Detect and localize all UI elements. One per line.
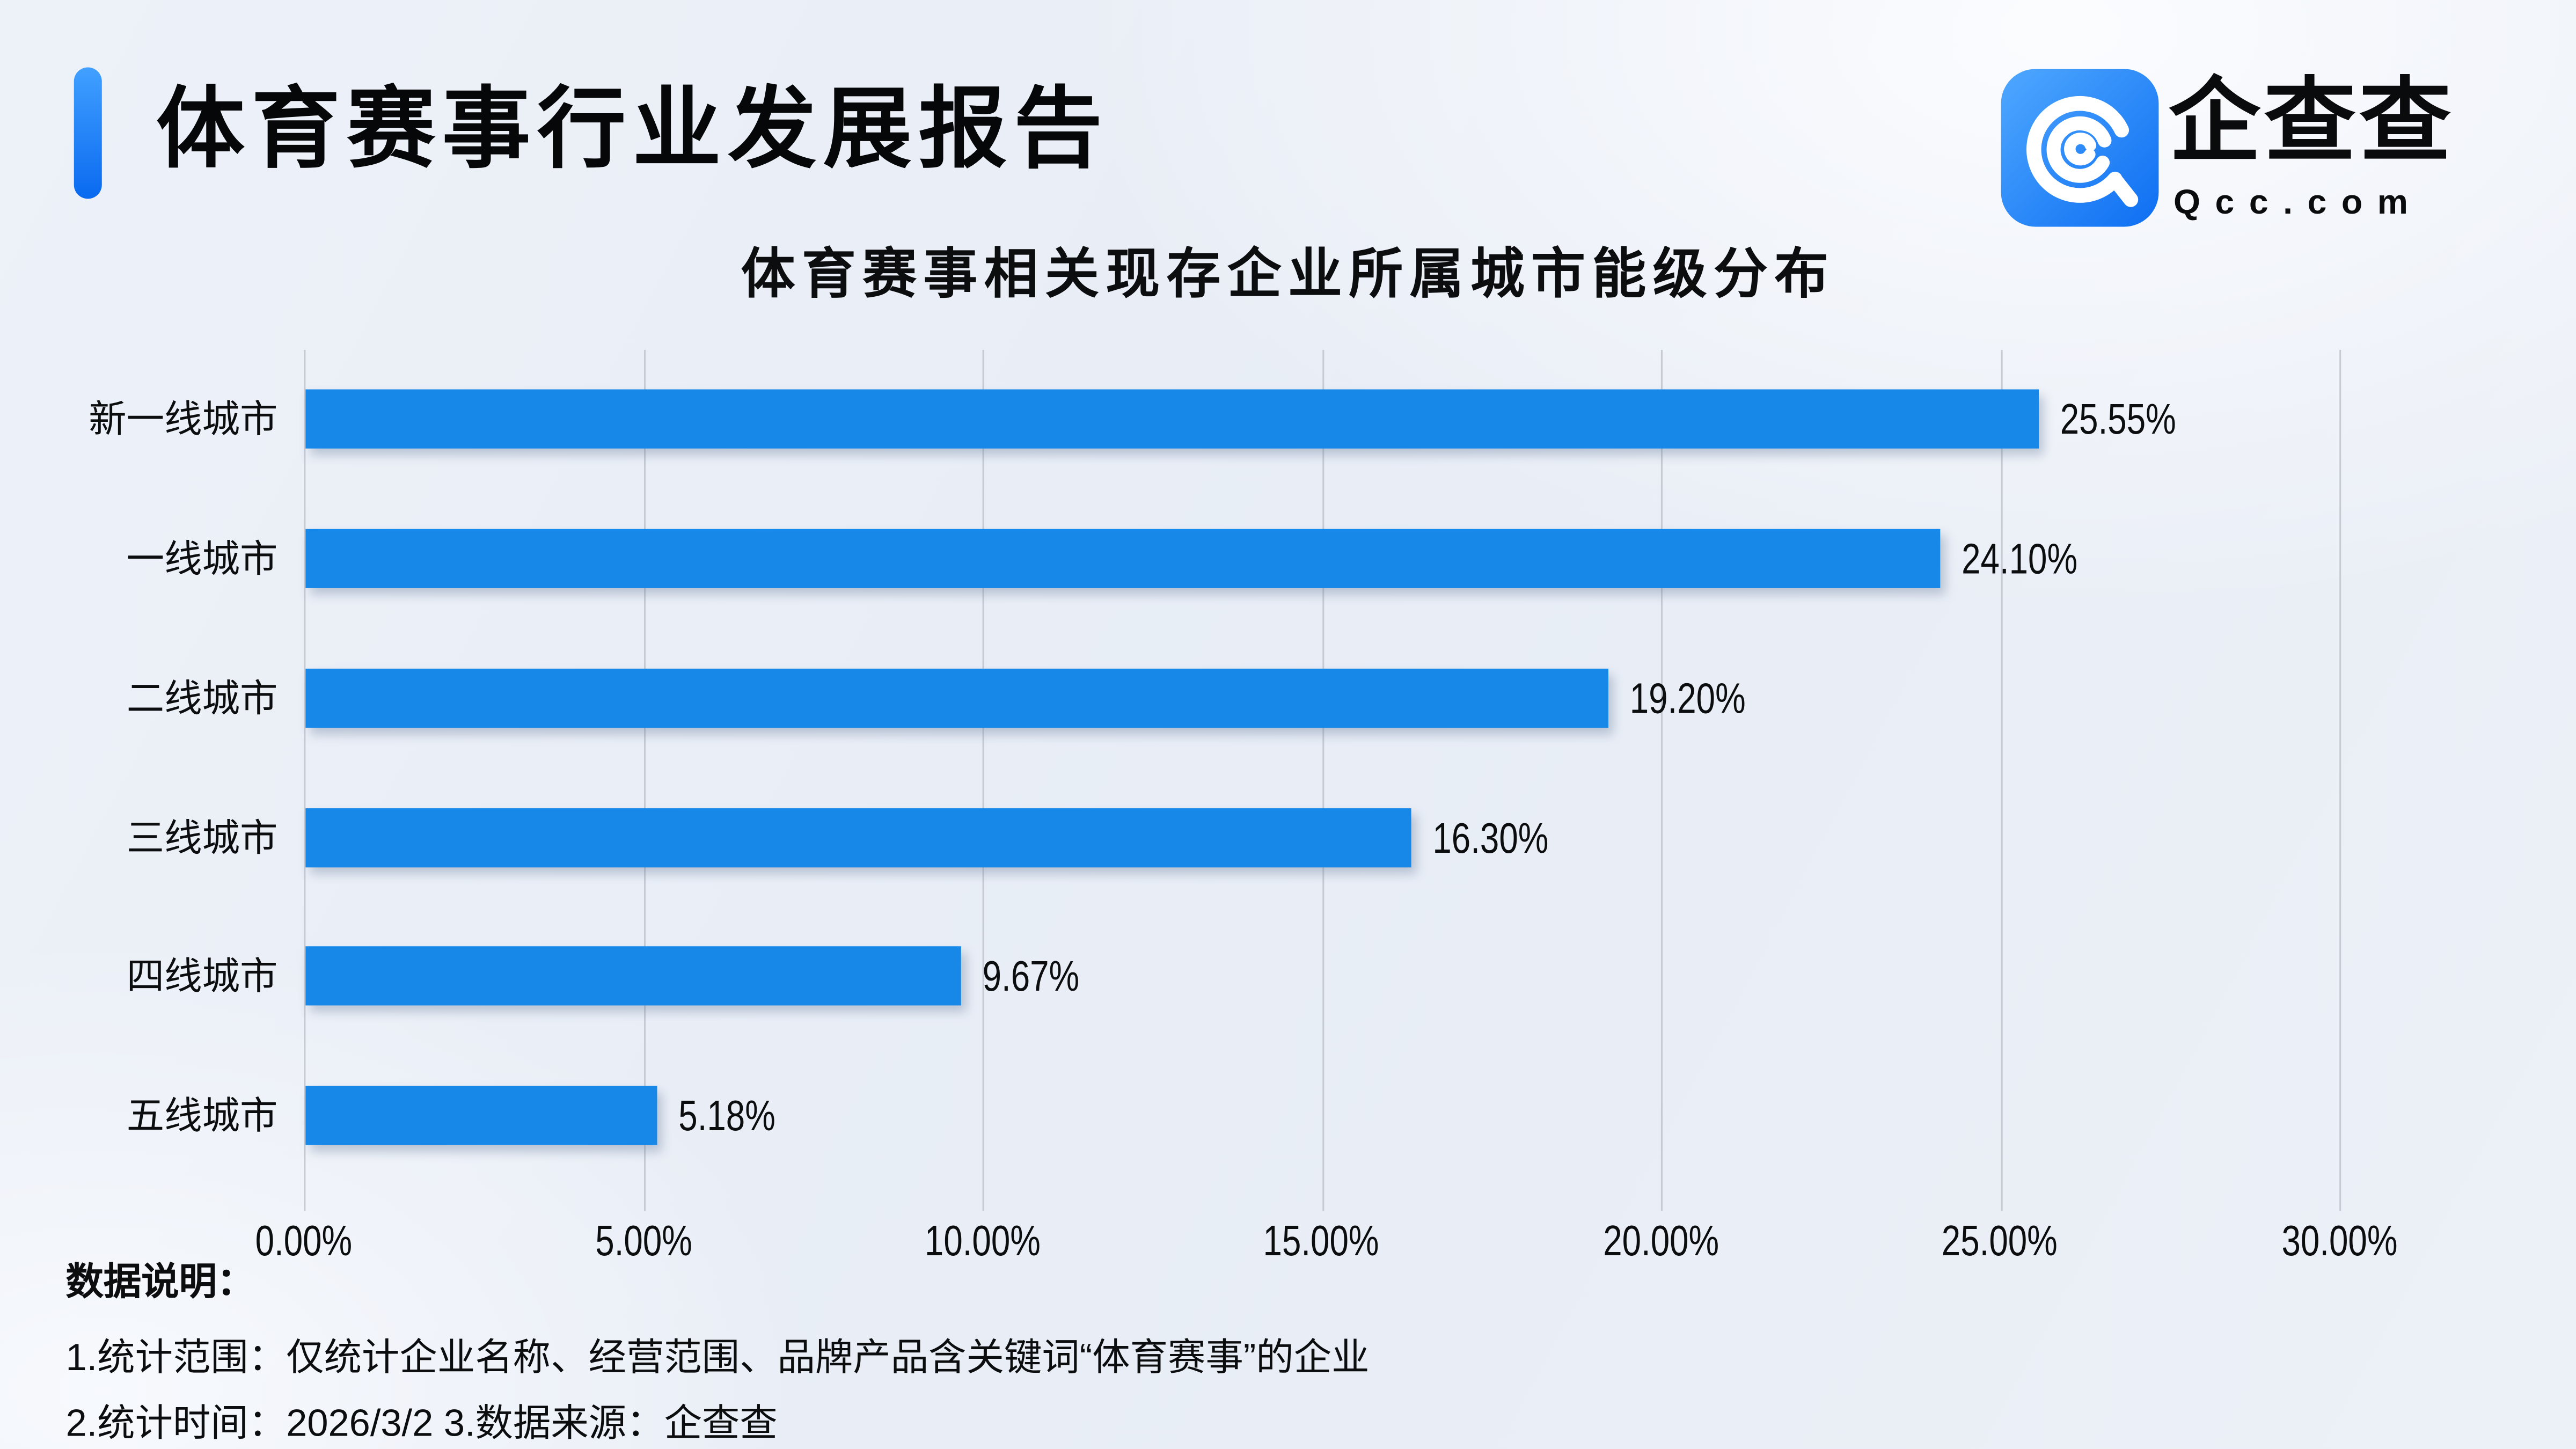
x-axis-tick-text: 15.00% xyxy=(1263,1216,1380,1265)
bar-value-label: 24.10% xyxy=(1962,529,2107,588)
bar-value-text: 25.55% xyxy=(2060,394,2177,444)
gridline xyxy=(1321,350,1323,1211)
bar-value-label: 19.20% xyxy=(1630,668,1775,727)
bar-value-label: 25.55% xyxy=(2060,390,2205,449)
bar-value-text: 19.20% xyxy=(1629,673,1746,723)
x-axis-tick-text: 20.00% xyxy=(1602,1216,1719,1265)
x-axis-tick-label: 0.00% xyxy=(197,1219,411,1262)
title-accent-bar xyxy=(74,67,102,199)
category-label: 一线城市 xyxy=(126,537,278,580)
x-axis-tick-label: 5.00% xyxy=(536,1219,750,1262)
qcc-logo-icon xyxy=(2001,69,2159,227)
category-label: 三线城市 xyxy=(126,816,278,859)
bar-value-text: 5.18% xyxy=(678,1091,775,1141)
bar xyxy=(305,947,962,1006)
brand-domain: Qcc.com xyxy=(2173,184,2423,222)
x-axis-tick-label: 25.00% xyxy=(1893,1219,2107,1262)
bar xyxy=(305,529,1941,588)
brand-name: 企查查 xyxy=(2168,69,2455,173)
bar-value-text: 16.30% xyxy=(1432,813,1549,862)
x-axis-tick-text: 10.00% xyxy=(924,1216,1041,1265)
bar xyxy=(305,1086,657,1146)
footer-heading: 数据说明： xyxy=(65,1260,255,1303)
bar xyxy=(305,389,2039,449)
gridline xyxy=(2339,350,2341,1211)
category-label: 五线城市 xyxy=(126,1094,278,1138)
category-label: 二线城市 xyxy=(126,676,278,720)
category-label: 四线城市 xyxy=(126,955,278,998)
gridline xyxy=(2000,350,2002,1211)
bar-value-label: 9.67% xyxy=(983,947,1104,1006)
x-axis-tick-label: 15.00% xyxy=(1215,1219,1429,1262)
bar xyxy=(305,807,1412,867)
gridline xyxy=(643,350,645,1211)
bar-value-text: 9.67% xyxy=(983,952,1080,1001)
gridline xyxy=(304,350,306,1211)
bar-value-text: 24.10% xyxy=(1962,533,2079,583)
gridline xyxy=(982,350,984,1211)
gridline xyxy=(1660,350,1663,1211)
bar-value-label: 5.18% xyxy=(678,1087,800,1146)
page-title: 体育赛事行业发展报告 xyxy=(156,80,1109,179)
bar xyxy=(305,668,1608,728)
bar-value-label: 16.30% xyxy=(1433,808,1578,867)
category-label: 新一线城市 xyxy=(89,397,278,441)
x-axis-tick-text: 0.00% xyxy=(255,1216,353,1265)
footer-note-scope: 1.统计范围：仅统计企业名称、经营范围、品牌产品含关键词“体育赛事”的企业 xyxy=(65,1335,1370,1379)
chart-title: 体育赛事相关现存企业所属城市能级分布 xyxy=(741,243,1835,304)
x-axis-tick-text: 25.00% xyxy=(1942,1216,2059,1265)
x-axis-tick-text: 30.00% xyxy=(2281,1216,2398,1265)
x-axis-tick-label: 10.00% xyxy=(876,1219,1089,1262)
footer-note-date-source: 2.统计时间：2026/3/2 3.数据来源：企查查 xyxy=(65,1401,778,1444)
x-axis-tick-label: 30.00% xyxy=(2233,1219,2446,1262)
x-axis-tick-text: 5.00% xyxy=(595,1216,692,1265)
x-axis-tick-label: 20.00% xyxy=(1554,1219,1768,1262)
